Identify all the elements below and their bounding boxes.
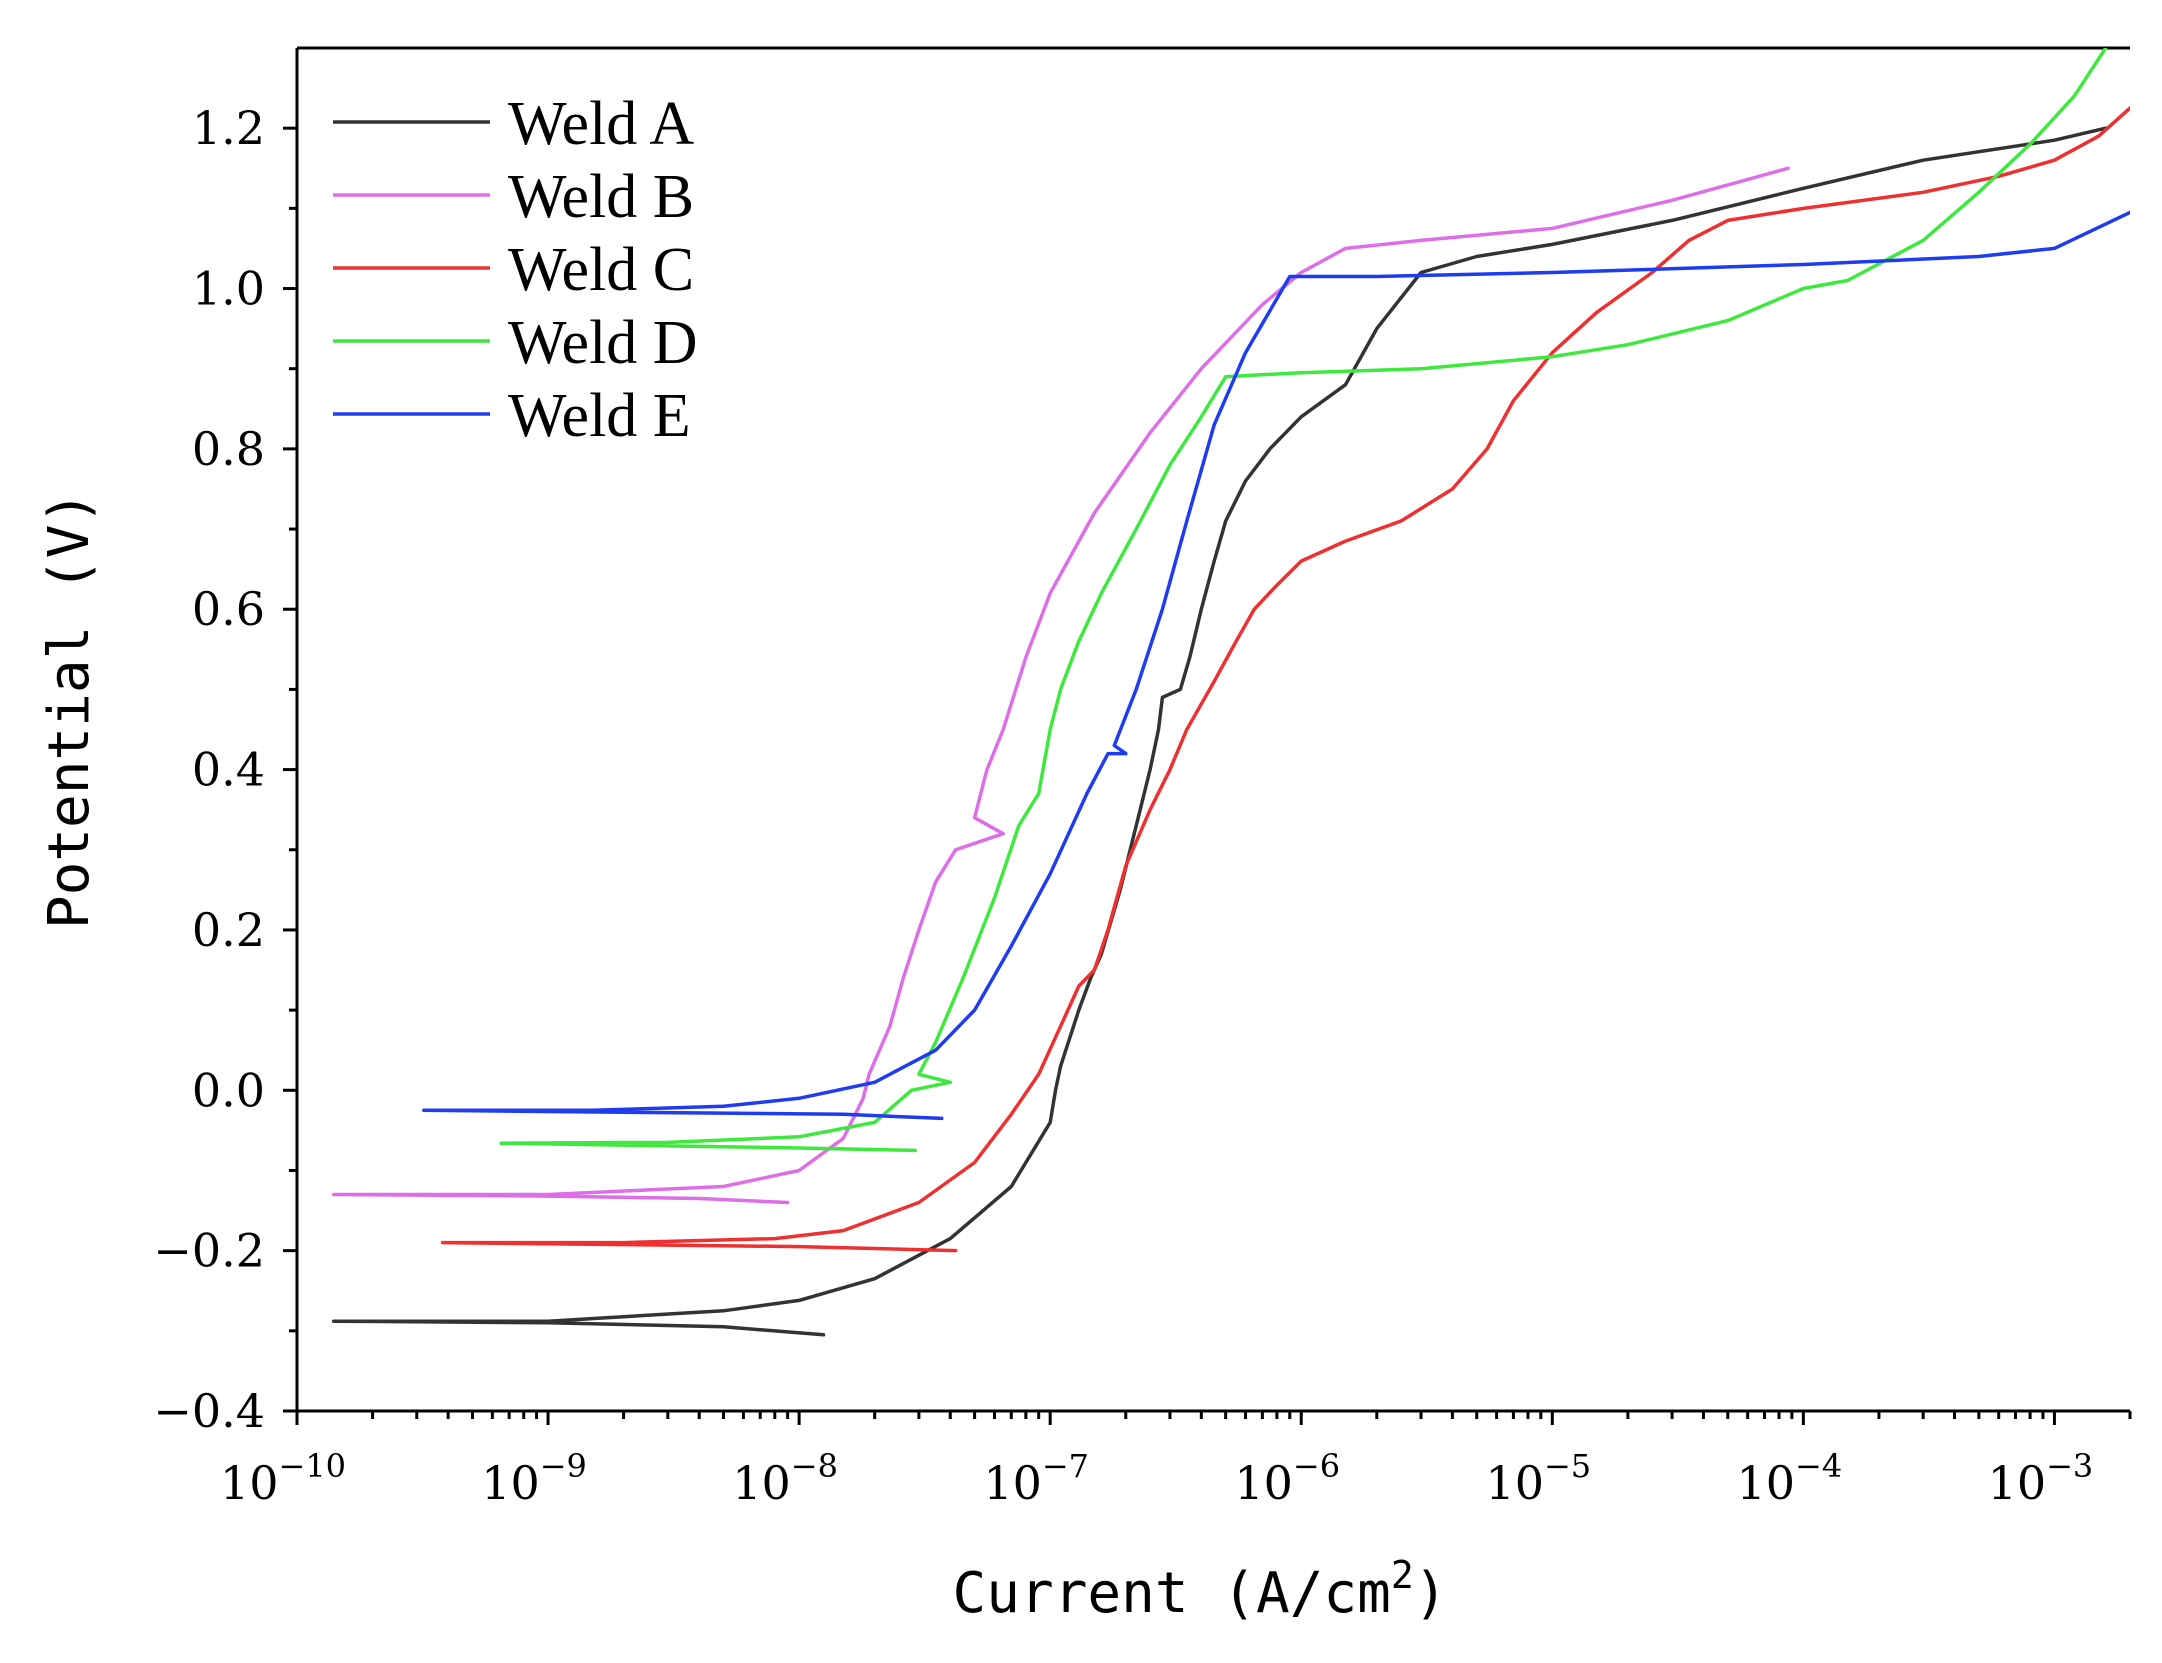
y-tick-label: −0.2 bbox=[153, 1224, 265, 1278]
series-line-weld-d bbox=[499, 48, 2108, 1153]
x-tick-label: 10−9 bbox=[481, 1447, 587, 1510]
y-tick-label: −0.4 bbox=[153, 1384, 265, 1438]
y-tick-label: 1.2 bbox=[192, 101, 265, 155]
legend-label: Weld A bbox=[508, 90, 694, 158]
x-tick-label: 10−8 bbox=[732, 1447, 838, 1510]
y-tick-label: 0.4 bbox=[192, 743, 265, 797]
series-line-weld-a bbox=[331, 126, 2108, 1337]
x-tick-label: 10−3 bbox=[1988, 1447, 2094, 1510]
x-axis-title: Current (A/cm2) bbox=[953, 1553, 1448, 1626]
y-tick-label: 0.8 bbox=[192, 422, 265, 476]
y-tick-label: 0.6 bbox=[192, 582, 265, 636]
series-line-weld-b bbox=[331, 166, 1790, 1205]
y-ticks: −0.4 −0.2 0.0 0.2 0.4 0.6 0.8 1.0 1.2 bbox=[153, 101, 297, 1438]
legend-label: Weld D bbox=[508, 309, 698, 377]
y-tick-label: 0.0 bbox=[192, 1063, 265, 1117]
series-line-weld-c bbox=[440, 106, 2130, 1253]
y-tick-label: 0.2 bbox=[192, 903, 265, 957]
x-ticks: 10−10 10−9 10−8 10−7 10−6 10−5 10−4 10−3 bbox=[220, 1411, 2132, 1510]
legend-label: Weld C bbox=[508, 236, 694, 304]
series-line-weld-e bbox=[422, 210, 2130, 1121]
legend-label: Weld B bbox=[508, 163, 694, 231]
legend-label: Weld E bbox=[508, 382, 691, 450]
y-axis-title: Potential (V) bbox=[37, 491, 102, 929]
x-tick-label: 10−5 bbox=[1485, 1447, 1591, 1510]
axes bbox=[295, 46, 2130, 1413]
y-tick-label: 1.0 bbox=[192, 262, 265, 316]
series-group bbox=[331, 48, 2130, 1337]
x-tick-label: 10−4 bbox=[1737, 1447, 1843, 1510]
x-tick-label: 10−6 bbox=[1234, 1447, 1340, 1510]
x-tick-label: 10−10 bbox=[220, 1447, 346, 1510]
x-tick-label: 10−7 bbox=[983, 1447, 1089, 1510]
